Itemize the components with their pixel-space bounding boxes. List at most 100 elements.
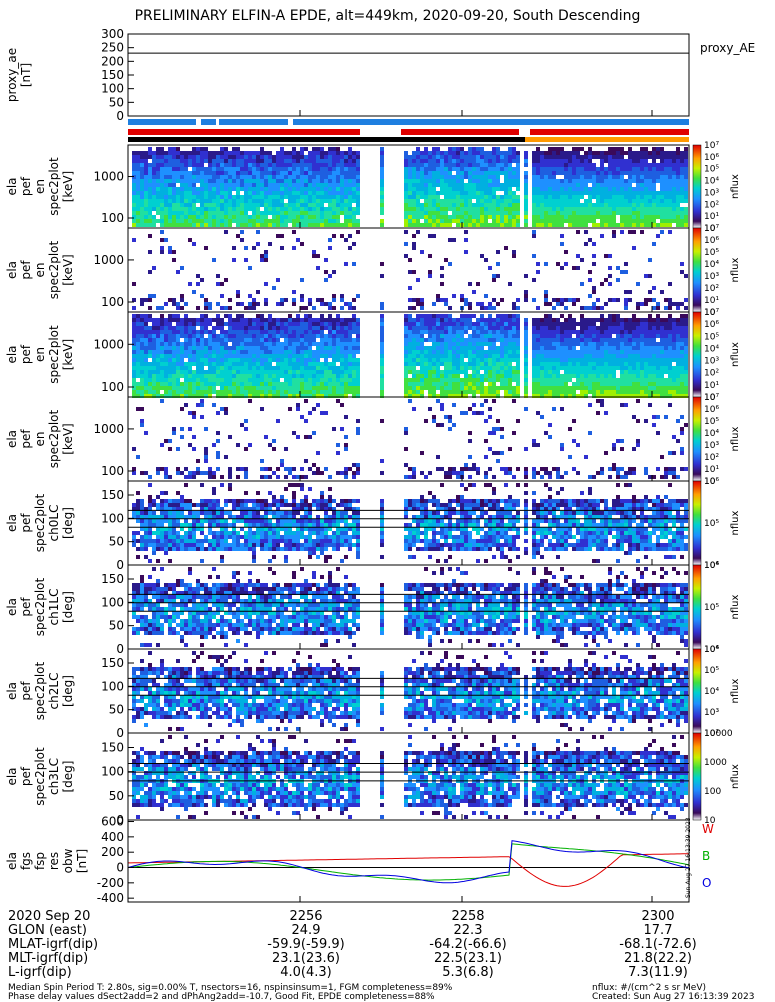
footer-glon-2: 22.3: [418, 923, 518, 938]
colorbar-tick-label: 100: [704, 787, 721, 797]
y-axis-label: pef: [19, 260, 33, 280]
y-axis-label: spec2plot: [33, 493, 47, 552]
colorbar-gradient: [693, 481, 701, 565]
y-axis-label: spec2plot: [47, 157, 61, 216]
y-tick-label: 150: [101, 656, 124, 670]
footer-mlat-1: -59.9(-59.9): [236, 937, 376, 952]
y-tick-label: 1000: [93, 253, 124, 267]
colorbar-tick-label: 10⁵: [704, 248, 719, 258]
status-bar-gap: [216, 119, 219, 125]
colorbar-tick-label: 10⁴: [704, 260, 719, 270]
colorbar-tick-label: 10¹: [704, 465, 719, 475]
proxy-ae-legend: proxy_AE: [700, 41, 755, 55]
footer-mlat-label: MLAT-igrf(dip): [8, 937, 98, 952]
y-axis-label: ela: [5, 514, 19, 532]
spectrogram-cells: [132, 399, 688, 479]
spectrogram-cells: [132, 147, 688, 227]
footer-mlat-3: -68.1(-72.6): [588, 937, 728, 952]
footer-glon-label: GLON (east): [8, 923, 87, 938]
footer-mlt-2: 22.5(23.1): [398, 951, 538, 966]
y-axis-label: [deg]: [61, 675, 75, 707]
footer-glon-3: 17.7: [608, 923, 708, 938]
science-zone-bar: [401, 129, 519, 135]
footer-mlt-3: 21.8(22.2): [588, 951, 728, 966]
colorbar-gradient: [693, 565, 701, 649]
footer-time-1: 2256: [266, 909, 346, 924]
spectrogram-cells: [132, 314, 688, 398]
colorbar-tick-label: 10⁵: [704, 519, 719, 529]
y-axis-label: pef: [19, 344, 33, 364]
y-tick-label: -200: [97, 876, 124, 890]
colorbar-tick-label: 10⁷: [704, 308, 719, 318]
y-axis-label: spec2plot: [33, 747, 47, 806]
y-axis-label: spec2plot: [47, 240, 61, 299]
footer-glon-1: 24.9: [256, 923, 356, 938]
colorbar-tick-label: 10⁶: [704, 645, 719, 655]
spectrogram-cells: [132, 483, 688, 563]
y-axis-label: ch0LC: [47, 505, 61, 542]
y-axis-label: ela: [5, 345, 19, 363]
y-axis-label: ela: [5, 852, 19, 870]
spectrogram-cells: [132, 651, 688, 731]
colorbar-label: nflux: [730, 594, 741, 619]
colorbar-tick-label: 10²: [704, 453, 719, 463]
colorbar-tick-label: 10⁶: [704, 153, 719, 163]
y-axis-label: [deg]: [61, 591, 75, 623]
y-tick-label: 400: [101, 830, 124, 844]
colorbar-label: nflux: [730, 257, 741, 282]
colorbar-tick-label: 10³: [704, 441, 719, 451]
y-axis-label: en: [33, 432, 47, 447]
y-axis-label: en: [33, 263, 47, 278]
y-axis-label: pef: [19, 513, 33, 533]
colorbar-tick-label: 10⁴: [704, 177, 719, 187]
colorbar-tick-label: 10²: [704, 284, 719, 294]
colorbar-tick-label: 10⁷: [704, 393, 719, 403]
footer-mlt-label: MLT-igrf(dip): [8, 951, 88, 966]
y-axis-label: pef: [19, 176, 33, 196]
colorbar-label: nflux: [730, 174, 741, 199]
y-tick-label: 250: [101, 41, 124, 55]
y-axis-label: en: [33, 347, 47, 362]
status-bar-gap: [196, 119, 201, 125]
y-axis-label: [keV]: [61, 423, 75, 454]
y-tick-label: 0: [116, 726, 124, 740]
colorbar-gradient: [693, 145, 701, 228]
colorbar-tick-label: 10⁷: [704, 224, 719, 234]
y-tick-label: 1000: [93, 337, 124, 351]
colorbar-tick-label: 10⁴: [704, 429, 719, 439]
spectrogram-cells: [132, 735, 688, 819]
y-axis-label: [keV]: [61, 254, 75, 285]
colorbar-tick-label: 1000: [704, 758, 727, 768]
y-axis-label: [deg]: [61, 761, 75, 793]
y-tick-label: 100: [101, 595, 124, 609]
y-axis-label: pef: [19, 766, 33, 786]
y-axis-label: ch2LC: [47, 673, 61, 710]
y-axis-label: ela: [5, 682, 19, 700]
colorbar-tick-label: 10⁶: [704, 405, 719, 415]
y-axis-label: proxy_ae: [5, 48, 19, 102]
colorbar-tick-label: 10⁵: [704, 417, 719, 427]
y-tick-label: 150: [101, 741, 124, 755]
colorbar-tick-label: 10⁵: [704, 165, 719, 175]
y-axis-label: [nT]: [19, 63, 33, 87]
colorbar-tick-label: 10000: [704, 729, 733, 739]
colorbar-tick-label: 10³: [704, 188, 719, 198]
y-tick-label: 150: [101, 488, 124, 502]
colorbar-tick-label: 10⁵: [704, 666, 719, 676]
y-axis-label: res: [47, 852, 61, 870]
y-axis-label: spec2plot: [33, 577, 47, 636]
y-tick-label: 100: [101, 511, 124, 525]
plot-title: PRELIMINARY ELFIN-A EPDE, alt=449km, 202…: [0, 8, 775, 24]
colorbar-tick-label: 10²: [704, 369, 719, 379]
